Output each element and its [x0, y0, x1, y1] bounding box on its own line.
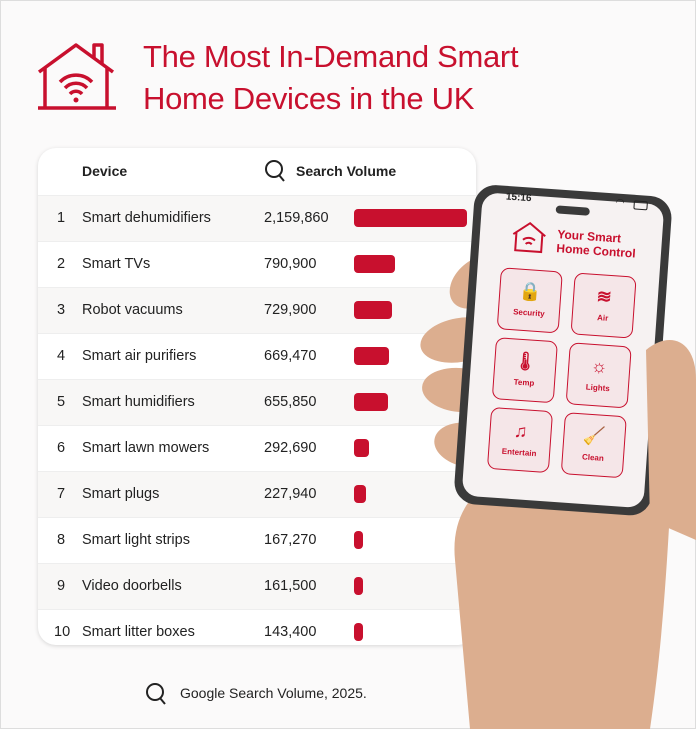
footer-source: Google Search Volume, 2025. [145, 682, 367, 709]
device-name: Smart humidifiers [82, 394, 195, 410]
table-row: 6 Smart lawn mowers 292,690 [38, 426, 476, 472]
rank: 10 [54, 624, 71, 640]
device-name: Smart lawn mowers [82, 440, 210, 456]
volume-bar [354, 577, 363, 595]
rank: 7 [56, 486, 66, 502]
device-name: Smart plugs [82, 486, 160, 502]
tile-entertain[interactable]: ♫ Entertain [486, 406, 554, 474]
phone-time: 15:16 [505, 191, 532, 205]
volume-bar [354, 255, 396, 273]
tile-label: Air [596, 313, 609, 323]
source-note: Google Search Volume, 2025. [180, 685, 367, 701]
table-body: 1 Smart dehumidifiers 2,159,860 2 Smart TVs 7… [38, 196, 476, 645]
volume-bar [354, 301, 393, 319]
search-volume-value: 2,159,860 [264, 210, 329, 226]
rank: 1 [56, 210, 66, 226]
table-row: 7 Smart plugs 227,940 [38, 472, 476, 518]
table-row: 1 Smart dehumidifiers 2,159,860 [38, 196, 476, 242]
rank: 8 [56, 532, 66, 548]
phone-screen: 15:16 ◠ Your Smart Home Control 🔒 Securit… [465, 180, 666, 502]
app-title: Your Smart Home Control [556, 227, 637, 260]
tile-label: Entertain [501, 446, 537, 459]
rank: 9 [56, 578, 66, 594]
rank: 4 [56, 348, 66, 364]
app-house-icon [512, 221, 546, 254]
tile-icon: ♫ [513, 420, 529, 442]
search-volume-value: 227,940 [264, 486, 317, 502]
device-name: Smart light strips [82, 532, 190, 548]
search-volume-value: 161,500 [264, 578, 317, 594]
search-icon [265, 160, 285, 182]
battery-icon [633, 200, 648, 211]
tile-icon: 🌡 [513, 350, 538, 372]
volume-bar [354, 485, 366, 503]
rank: 3 [56, 302, 66, 318]
volume-bar [354, 209, 467, 227]
tile-icon: ≋ [595, 286, 613, 308]
ranking-table: Device Search Volume 1 Smart dehumidifier… [38, 148, 476, 645]
volume-bar [354, 347, 390, 365]
search-volume-value: 790,900 [264, 256, 317, 272]
page-title: The Most In-Demand Smart Home Devices in… [143, 36, 519, 120]
device-name: Smart air purifiers [82, 348, 197, 364]
table-header: Device Search Volume [38, 148, 476, 196]
rank: 2 [56, 256, 66, 272]
device-name: Robot vacuums [82, 302, 183, 318]
tile-label: Lights [585, 382, 611, 394]
search-volume-value: 669,470 [264, 348, 317, 364]
control-tiles: 🔒 Security ≋ Air 🌡 Temp ☼ Lights ♫ Entertain 🧹 Clea… [486, 267, 639, 479]
device-name: Video doorbells [82, 578, 182, 594]
tile-icon: ☼ [590, 355, 609, 377]
tile-icon: 🔒 [518, 280, 543, 303]
tile-clean[interactable]: 🧹 Clean [560, 412, 627, 479]
volume-bar [354, 439, 370, 457]
volume-bar [354, 393, 389, 411]
tile-icon: 🧹 [582, 425, 607, 447]
volume-bar [354, 531, 363, 549]
device-name: Smart litter boxes [82, 624, 195, 640]
tile-temp[interactable]: 🌡 Temp [491, 337, 558, 404]
device-name: Smart TVs [82, 256, 151, 272]
table-row: 4 Smart air purifiers 669,470 [38, 334, 476, 380]
rank: 5 [56, 394, 66, 410]
table-row: 2 Smart TVs 790,900 [38, 242, 476, 288]
table-row: 5 Smart humidifiers 655,850 [38, 380, 476, 426]
search-volume-value: 292,690 [264, 440, 317, 456]
header-search-volume: Search Volume [296, 163, 397, 179]
search-volume-value: 143,400 [264, 624, 317, 640]
title-line-2: Home Devices in the UK [143, 81, 475, 116]
table-row: 3 Robot vacuums 729,900 [38, 288, 476, 334]
tile-label: Clean [581, 452, 605, 463]
tile-security[interactable]: 🔒 Security [496, 267, 563, 334]
title-line-1: The Most In-Demand Smart [143, 39, 519, 74]
volume-bar [354, 623, 363, 641]
search-icon [146, 683, 166, 705]
wifi-icon: ◠ [615, 197, 625, 209]
table-row: 10 Smart litter boxes 143,400 [38, 610, 476, 645]
tile-label: Temp [513, 377, 535, 388]
search-volume-value: 655,850 [264, 394, 317, 410]
tile-lights[interactable]: ☼ Lights [565, 342, 632, 409]
search-volume-value: 729,900 [264, 302, 317, 318]
header-device: Device [82, 163, 128, 179]
table-row: 8 Smart light strips 167,270 [38, 518, 476, 564]
tile-label: Security [512, 307, 545, 319]
search-volume-value: 167,270 [264, 532, 317, 548]
device-name: Smart dehumidifiers [82, 210, 211, 226]
table-row: 9 Video doorbells 161,500 [38, 564, 476, 610]
smart-home-logo-icon [37, 43, 116, 110]
rank: 6 [56, 440, 66, 456]
tile-air[interactable]: ≋ Air [570, 272, 637, 339]
